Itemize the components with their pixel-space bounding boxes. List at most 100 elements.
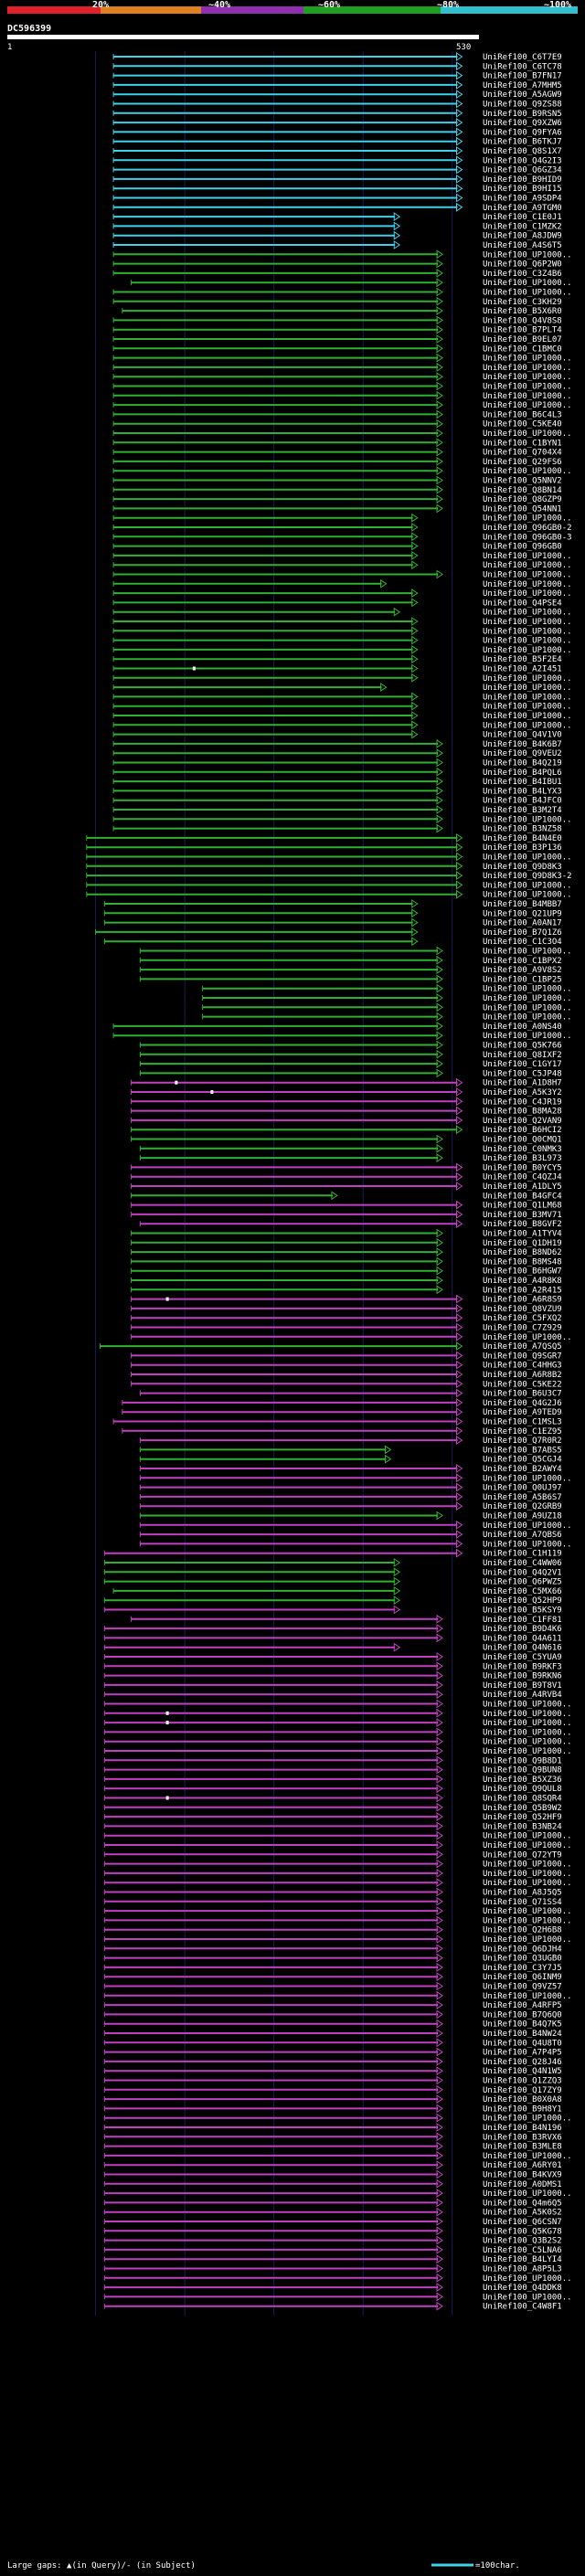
hit-label[interactable]: UniRef100_Q9ZS88 bbox=[483, 101, 562, 110]
hit-label[interactable]: UniRef100_UP1000.. bbox=[483, 429, 572, 439]
hit-label[interactable]: UniRef100_B5XZ36 bbox=[483, 1776, 562, 1785]
hit-row[interactable]: UniRef100_Q6INM9 bbox=[103, 1972, 562, 1982]
hit-label[interactable]: UniRef100_B9HI15 bbox=[483, 185, 562, 194]
hit-label[interactable]: UniRef100_UP1000.. bbox=[483, 721, 572, 730]
hit-label[interactable]: UniRef100_Q4PSE4 bbox=[483, 599, 562, 608]
hit-row[interactable]: UniRef100_A0DMS1 bbox=[103, 2178, 562, 2189]
hit-row[interactable]: UniRef100_Q54NN1 bbox=[112, 504, 562, 514]
hit-row[interactable]: UniRef100_Q29FS6 bbox=[112, 456, 562, 467]
hit-label[interactable]: UniRef100_Q0CMQ1 bbox=[483, 1136, 562, 1145]
hit-label[interactable]: UniRef100_B8MA28 bbox=[483, 1108, 562, 1117]
hit-row[interactable]: UniRef100_B0X0A8 bbox=[103, 2094, 562, 2104]
hit-row[interactable]: UniRef100_C1BP25 bbox=[139, 974, 562, 984]
hit-row[interactable]: UniRef100_C4JR19 bbox=[131, 1097, 562, 1107]
hit-label[interactable]: UniRef100_UP1000.. bbox=[483, 853, 572, 863]
hit-label[interactable]: UniRef100_B4PQL6 bbox=[483, 769, 562, 778]
hit-label[interactable]: UniRef100_B4N196 bbox=[483, 2124, 562, 2133]
hit-row[interactable]: UniRef100_Q7R0R2 bbox=[139, 1436, 562, 1446]
hit-row[interactable]: UniRef100_Q96GB0-2 bbox=[112, 523, 572, 533]
hit-label[interactable]: UniRef100_UP1000.. bbox=[483, 985, 572, 994]
hit-row[interactable]: UniRef100_Q52HP9 bbox=[103, 1595, 562, 1606]
hit-label[interactable]: UniRef100_B9H8Y1 bbox=[483, 2104, 562, 2114]
hit-label[interactable]: UniRef100_UP1000.. bbox=[483, 948, 572, 957]
hit-row[interactable]: UniRef100_B7Q1Z6 bbox=[95, 927, 562, 938]
hit-row[interactable]: UniRef100_UP1000.. bbox=[103, 1990, 572, 2001]
hit-label[interactable]: UniRef100_Q8VZU9 bbox=[483, 1305, 562, 1314]
hit-label[interactable]: UniRef100_UP1000.. bbox=[483, 383, 572, 392]
hit-row[interactable]: UniRef100_Q2H6B8 bbox=[103, 1924, 562, 1935]
hit-row[interactable]: UniRef100_UP1000.. bbox=[131, 1331, 572, 1342]
hit-row[interactable]: UniRef100_Q4A611 bbox=[103, 1633, 562, 1643]
hit-row[interactable]: UniRef100_Q72YT9 bbox=[103, 1850, 562, 1860]
hit-row[interactable]: UniRef100_A9V8S2 bbox=[139, 965, 562, 975]
hit-row[interactable]: UniRef100_UP1000.. bbox=[112, 466, 572, 476]
hit-row[interactable]: UniRef100_Q9D8K3 bbox=[86, 861, 562, 872]
hit-label[interactable]: UniRef100_B6U3C7 bbox=[483, 1390, 562, 1399]
hit-label[interactable]: UniRef100_Q4V8S8 bbox=[483, 316, 562, 325]
hit-label[interactable]: UniRef100_Q9FYA6 bbox=[483, 128, 562, 137]
hit-row[interactable]: UniRef100_B2AWY4 bbox=[139, 1464, 562, 1474]
hit-label[interactable]: UniRef100_UP1000.. bbox=[483, 609, 572, 618]
hit-row[interactable]: UniRef100_Q4V1V0 bbox=[112, 729, 562, 740]
hit-row[interactable]: UniRef100_B7ABS5 bbox=[139, 1445, 562, 1455]
hit-row[interactable]: UniRef100_B8MS48 bbox=[131, 1256, 562, 1267]
hit-row[interactable]: UniRef100_UP1000.. bbox=[202, 1012, 572, 1023]
hit-row[interactable]: UniRef100_C4WW06 bbox=[103, 1558, 562, 1568]
hit-row[interactable]: UniRef100_B5XZ36 bbox=[103, 1774, 562, 1785]
hit-label[interactable]: UniRef100_C5KE40 bbox=[483, 420, 562, 429]
hit-label[interactable]: UniRef100_Q9VEU2 bbox=[483, 749, 562, 758]
hit-label[interactable]: UniRef100_Q96GB0-3 bbox=[483, 533, 572, 542]
hit-row[interactable]: UniRef100_UP1000.. bbox=[103, 1727, 572, 1737]
hit-label[interactable]: UniRef100_UP1000.. bbox=[483, 1710, 572, 1719]
hit-row[interactable]: UniRef100_C3KH29 bbox=[112, 296, 562, 307]
hit-label[interactable]: UniRef100_B8ND62 bbox=[483, 1248, 562, 1257]
hit-label[interactable]: UniRef100_Q5KG78 bbox=[483, 2227, 562, 2236]
hit-row[interactable]: UniRef100_C5KE40 bbox=[112, 419, 562, 429]
hit-row[interactable]: UniRef100_Q21UP9 bbox=[103, 908, 562, 918]
hit-row[interactable]: UniRef100_A9UZ18 bbox=[139, 1511, 562, 1521]
hit-label[interactable]: UniRef100_UP1000.. bbox=[483, 250, 572, 260]
hit-label[interactable]: UniRef100_C5LNA6 bbox=[483, 2246, 562, 2255]
hit-row[interactable]: UniRef100_UP1000.. bbox=[112, 617, 572, 627]
hit-row[interactable]: UniRef100_UP1000.. bbox=[86, 852, 572, 863]
hit-label[interactable]: UniRef100_Q29FS6 bbox=[483, 458, 562, 467]
hit-label[interactable]: UniRef100_A4RFP5 bbox=[483, 2001, 562, 2010]
hit-row[interactable]: UniRef100_Q9ZS88 bbox=[112, 99, 562, 110]
hit-label[interactable]: UniRef100_B4Q219 bbox=[483, 759, 562, 769]
hit-row[interactable]: UniRef100_B3MLE8 bbox=[103, 2141, 562, 2152]
hit-row[interactable]: UniRef100_UP1000.. bbox=[131, 278, 572, 288]
hit-label[interactable]: UniRef100_Q0UJ97 bbox=[483, 1484, 562, 1493]
hit-label[interactable]: UniRef100_UP1000.. bbox=[483, 552, 572, 561]
hit-row[interactable]: UniRef100_UP1000.. bbox=[103, 1915, 572, 1925]
hit-row[interactable]: UniRef100_UP1000.. bbox=[112, 550, 572, 561]
hit-label[interactable]: UniRef100_UP1000.. bbox=[483, 392, 572, 401]
hit-row[interactable]: UniRef100_UP1000.. bbox=[112, 692, 572, 702]
hit-row[interactable]: UniRef100_B4Q7K5 bbox=[103, 2019, 562, 2030]
hit-label[interactable]: UniRef100_B9EL07 bbox=[483, 335, 562, 345]
hit-row[interactable]: UniRef100_UP1000.. bbox=[103, 1708, 572, 1719]
hit-row[interactable]: UniRef100_B7FN17 bbox=[112, 70, 562, 81]
hit-row[interactable]: UniRef100_A6R8S9 bbox=[131, 1294, 562, 1305]
hit-row[interactable]: UniRef100_UP1000.. bbox=[103, 1736, 572, 1747]
hit-label[interactable]: UniRef100_C1MSL3 bbox=[483, 1418, 562, 1427]
hit-label[interactable]: UniRef100_B4JFC0 bbox=[483, 797, 562, 806]
hit-label[interactable]: UniRef100_UP1000.. bbox=[483, 1521, 572, 1531]
hit-row[interactable]: UniRef100_Q96GB0 bbox=[112, 541, 562, 552]
hit-label[interactable]: UniRef100_Q9XZW6 bbox=[483, 119, 562, 128]
hit-row[interactable]: UniRef100_A2I451 bbox=[112, 663, 562, 674]
hit-row[interactable]: UniRef100_Q9SGR7 bbox=[131, 1351, 562, 1361]
hit-row[interactable]: UniRef100_C6T7E9 bbox=[112, 52, 562, 62]
hit-label[interactable]: UniRef100_B3L973 bbox=[483, 1154, 562, 1163]
hit-row[interactable]: UniRef100_B5KSY9 bbox=[103, 1605, 562, 1616]
hit-label[interactable]: UniRef100_B9RKF3 bbox=[483, 1662, 562, 1671]
hit-label[interactable]: UniRef100_B4GFC4 bbox=[483, 1192, 562, 1201]
hit-label[interactable]: UniRef100_B4K6B7 bbox=[483, 740, 562, 749]
hit-row[interactable]: UniRef100_Q4N616 bbox=[103, 1642, 562, 1653]
hit-label[interactable]: UniRef100_B3NB24 bbox=[483, 1822, 562, 1831]
hit-label[interactable]: UniRef100_B4N4E0 bbox=[483, 834, 562, 843]
hit-label[interactable]: UniRef100_Q54NN1 bbox=[483, 504, 562, 514]
hit-label[interactable]: UniRef100_Q17ZY9 bbox=[483, 2086, 562, 2095]
hit-label[interactable]: UniRef100_B8MS48 bbox=[483, 1257, 562, 1267]
hit-label[interactable]: UniRef100_UP1000.. bbox=[483, 881, 572, 890]
hit-row[interactable]: UniRef100_UP1000.. bbox=[103, 2189, 572, 2199]
